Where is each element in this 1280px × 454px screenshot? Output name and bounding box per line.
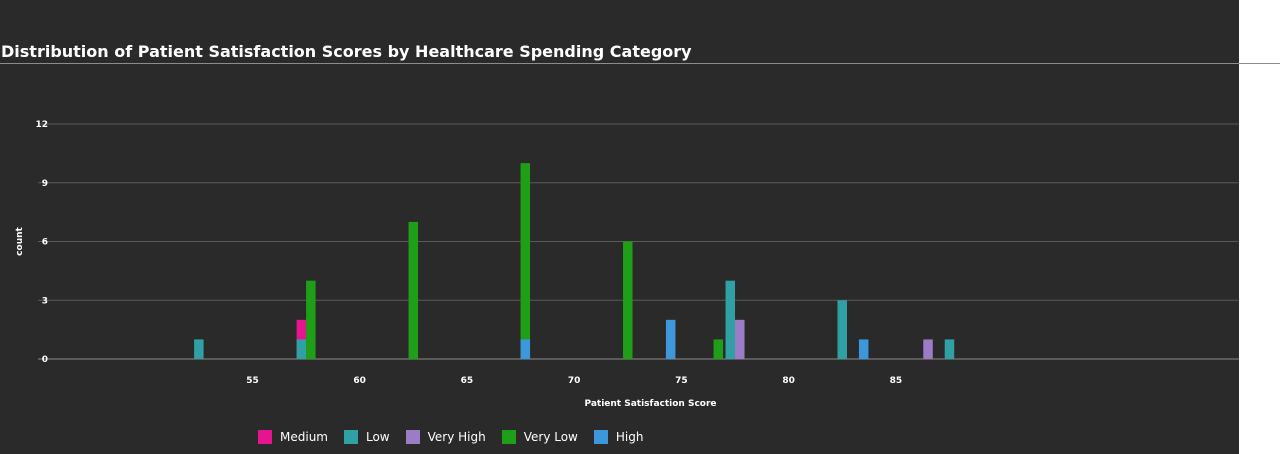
x-tick-label: 75 xyxy=(675,376,688,386)
bar-very-high[interactable] xyxy=(735,319,745,359)
legend-label: High xyxy=(615,430,644,444)
x-tick-label: 85 xyxy=(890,376,903,386)
bar-low[interactable] xyxy=(194,339,204,359)
legend-swatch xyxy=(343,430,358,444)
y-axis-title: count xyxy=(15,226,25,255)
legend-swatch xyxy=(405,430,420,444)
bar-very-low[interactable] xyxy=(623,241,633,360)
legend-item-low[interactable]: Low xyxy=(343,430,390,444)
gridlines xyxy=(38,123,1239,360)
bar-very-high[interactable] xyxy=(923,339,933,359)
legend-item-medium[interactable]: Medium xyxy=(258,430,328,444)
legend-label: Medium xyxy=(280,430,328,444)
chart-panel xyxy=(0,0,1239,454)
bar-very-low[interactable] xyxy=(306,280,316,359)
x-tick-label: 80 xyxy=(782,376,795,386)
bar-low[interactable] xyxy=(725,280,736,359)
tick-labels: 0 3 6 9 12 55 60 65 70 75 80 85 xyxy=(35,120,902,386)
bar-high[interactable] xyxy=(665,319,676,359)
y-tick-label: 3 xyxy=(42,296,48,306)
x-axis-title: Patient Satisfaction Score xyxy=(584,399,716,409)
legend-item-very-low[interactable]: Very Low xyxy=(501,430,578,444)
y-tick-label: 6 xyxy=(42,238,48,248)
plot-area: 0 3 6 9 12 55 60 65 70 75 80 85 Patient Satisfactio… xyxy=(15,120,1239,409)
legend-label: Very Low xyxy=(523,430,578,444)
x-tick-label: 65 xyxy=(461,376,474,386)
bar-very-low[interactable] xyxy=(520,163,531,359)
bar-low[interactable] xyxy=(837,300,847,359)
bar-very-low[interactable] xyxy=(713,339,724,359)
legend-item-very-high[interactable]: Very High xyxy=(405,430,486,444)
bar-low[interactable] xyxy=(296,339,307,359)
legend-label: Low xyxy=(365,430,390,444)
bars xyxy=(194,163,955,360)
bar-very-low[interactable] xyxy=(408,221,419,359)
bar-high[interactable] xyxy=(858,339,869,359)
x-tick-label: 70 xyxy=(568,376,581,386)
bar-low[interactable] xyxy=(944,339,955,359)
x-tick-label: 55 xyxy=(246,376,259,386)
legend-item-high[interactable]: High xyxy=(593,430,644,444)
title-divider xyxy=(0,63,1280,64)
legend-swatch xyxy=(593,430,608,444)
y-tick-label: 12 xyxy=(35,120,48,130)
legend-swatch xyxy=(501,430,516,444)
chart-title: Distribution of Patient Satisfaction Sco… xyxy=(1,42,692,61)
y-tick-label: 0 xyxy=(42,355,48,365)
legend-swatch xyxy=(258,430,272,444)
y-tick-label: 9 xyxy=(42,179,48,189)
legend-label: Very High xyxy=(427,430,486,444)
bar-high[interactable] xyxy=(520,339,531,359)
legend: Medium Low Very High Very Low High xyxy=(258,430,643,444)
x-tick-label: 60 xyxy=(353,376,366,386)
